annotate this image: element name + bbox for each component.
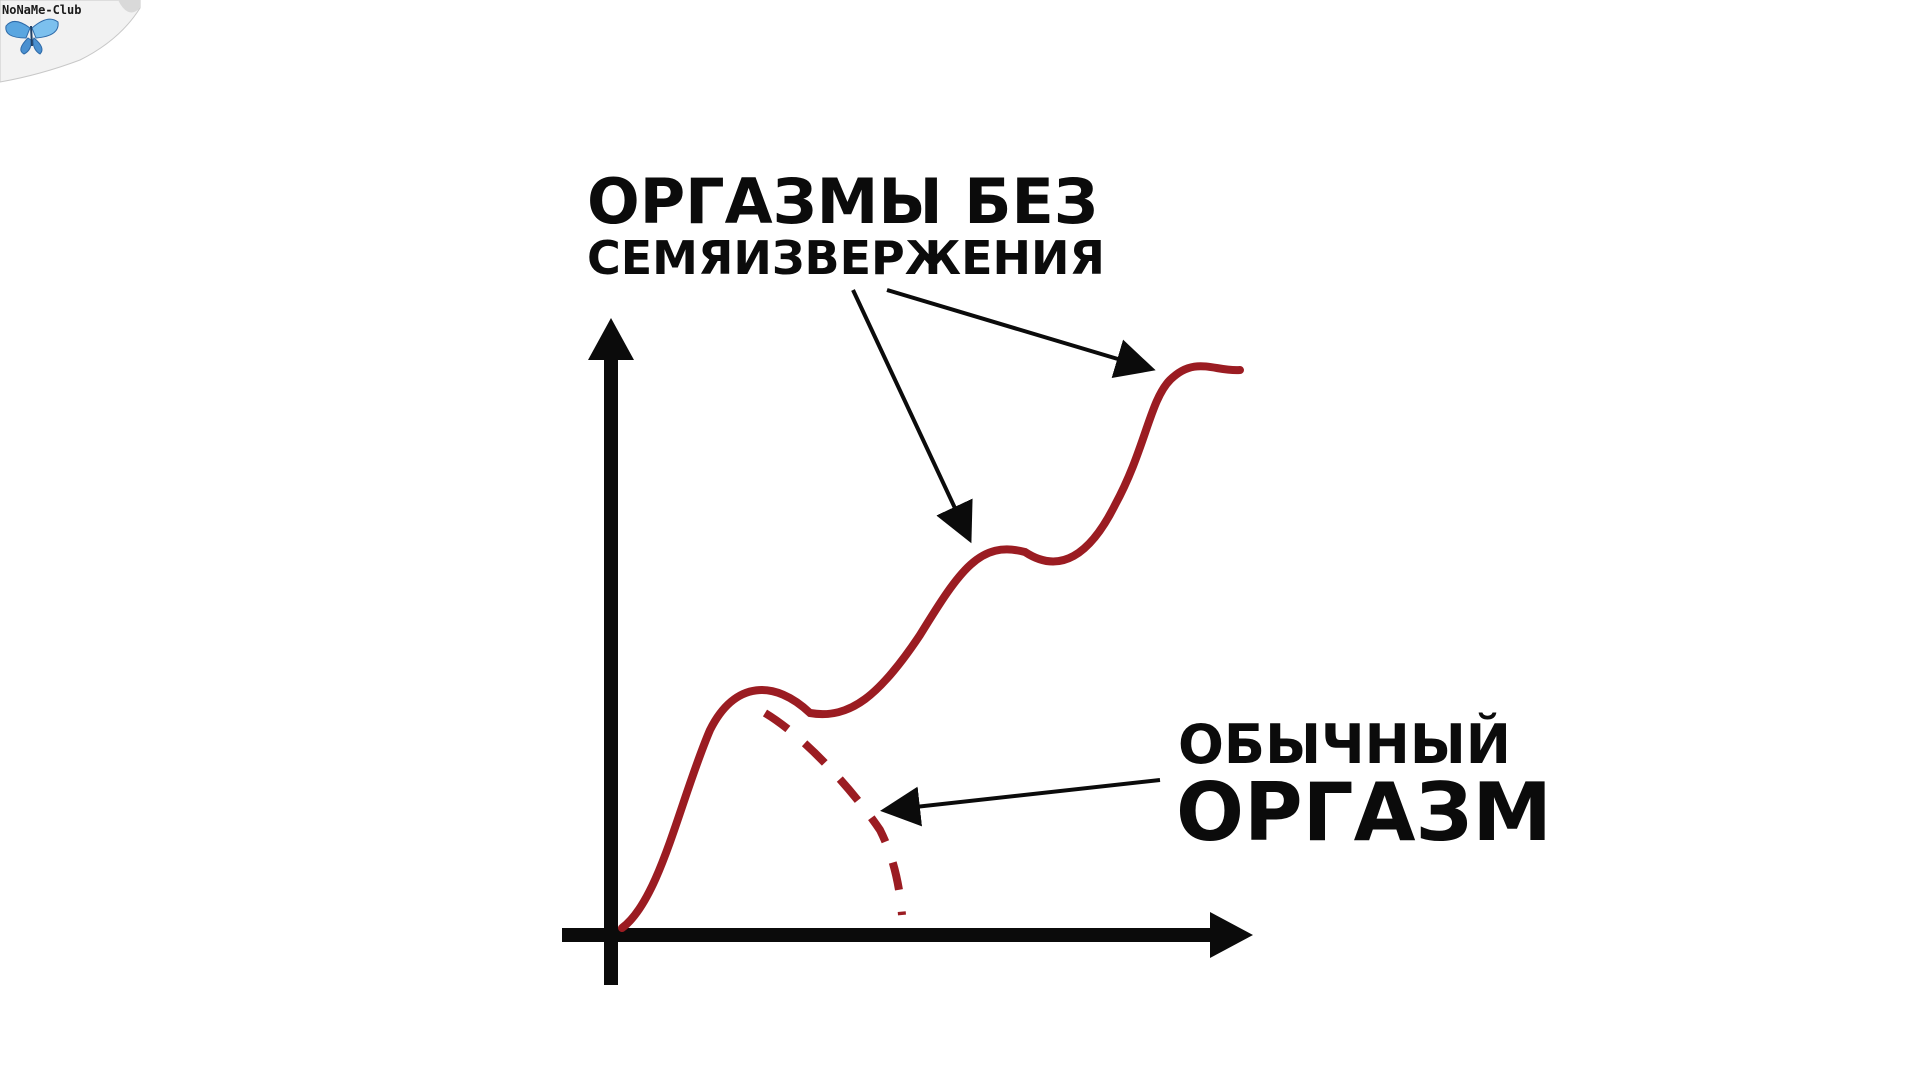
butterfly-icon bbox=[5, 18, 59, 55]
axes bbox=[562, 318, 1253, 985]
no-ejaculation-curve bbox=[618, 362, 1244, 932]
arrow-to-first-plateau bbox=[851, 289, 973, 544]
watermark-logo: NoNaMe-Club bbox=[0, 0, 141, 83]
normal-orgasm-curve bbox=[762, 709, 906, 916]
watermark-text: NoNaMe-Club bbox=[2, 3, 81, 17]
arrow-to-normal-orgasm bbox=[880, 778, 1161, 827]
normal-orgasm-label-line2: ОРГАЗМ bbox=[1176, 766, 1552, 859]
y-axis-arrowhead bbox=[588, 318, 634, 360]
no-ejaculation-label-line1: ОРГАЗМЫ БЕЗ bbox=[587, 165, 1098, 238]
normal-orgasm-label-line1: ОБЫЧНЫЙ bbox=[1178, 713, 1511, 776]
no-ejaculation-label-line2: СЕМЯИЗВЕРЖЕНИЯ bbox=[587, 231, 1105, 285]
x-axis-arrowhead bbox=[1210, 912, 1253, 958]
arrow-to-second-plateau bbox=[886, 288, 1156, 378]
